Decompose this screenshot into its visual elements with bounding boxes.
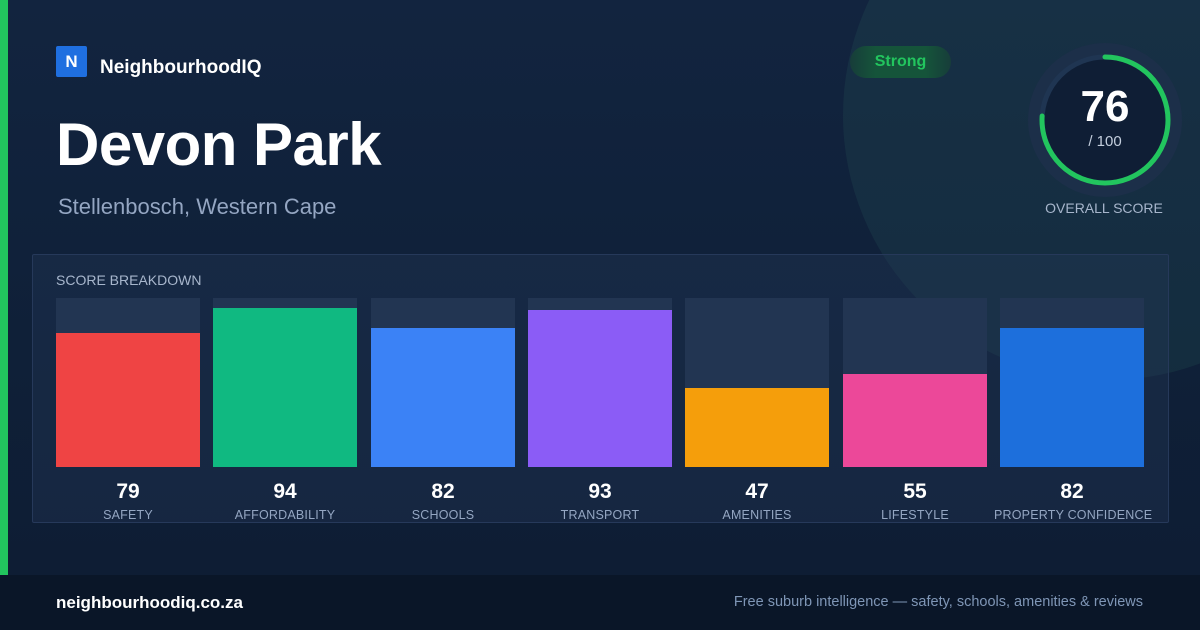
footer	[0, 575, 1200, 630]
overall-score-max: / 100	[1088, 133, 1122, 150]
brand-logo-icon: N	[56, 46, 87, 77]
accent-bar	[0, 0, 8, 575]
brand-logo-letter: N	[65, 51, 78, 71]
score-breakdown-panel	[32, 254, 1169, 523]
overall-score-value: 76	[1080, 82, 1130, 131]
score-ring-icon	[1028, 43, 1182, 197]
overall-score-ring: 76 / 100	[1028, 43, 1182, 197]
score-breakdown-title: SCORE BREAKDOWN	[56, 272, 202, 288]
score-ring-arc	[1039, 54, 1171, 186]
footer-url: neighbourhoodiq.co.za	[56, 593, 243, 612]
suburb-subtitle: Stellenbosch, Western Cape	[58, 194, 337, 219]
footer-tagline: Free suburb intelligence — safety, schoo…	[733, 594, 1143, 610]
brand-name: NeighbourhoodIQ	[100, 57, 262, 78]
suburb-title: Devon Park	[56, 111, 382, 178]
overall-score-caption: OVERALL SCORE	[1045, 200, 1163, 216]
rating-badge: Strong	[850, 46, 951, 78]
